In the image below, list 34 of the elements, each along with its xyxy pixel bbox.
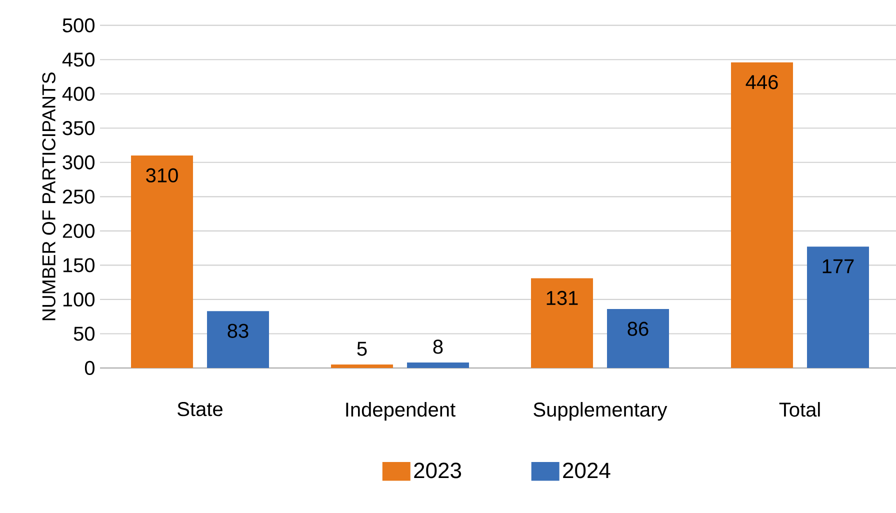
bar [131,156,194,368]
bar [331,364,394,368]
data-label: 8 [433,340,443,354]
data-label: 177 [822,259,854,274]
bar [207,311,270,368]
y-tick-label: 150 [63,258,94,272]
data-label: 131 [546,290,578,306]
bar [607,309,670,368]
y-tick-label: 100 [63,292,94,307]
bar [731,62,793,368]
data-label: 5 [357,342,367,356]
x-tick-label: State [178,402,222,416]
legend-label: 2024 [563,462,610,478]
x-tick-label: Supplementary [534,402,668,421]
y-tick-label: 0 [84,360,95,376]
y-axis-title: NUMBER OF PARTICIPANTS [42,72,56,320]
data-label: 86 [628,322,648,336]
y-tick-label: 250 [62,190,94,204]
y-tick-label: 300 [62,155,94,170]
x-tick-label: Total [779,402,820,417]
legend-label: 2023 [414,462,462,478]
bar [407,362,470,368]
y-tick-label: 400 [62,86,94,101]
y-tick-label: 450 [62,52,94,67]
bar [807,246,869,368]
y-tick-label: 350 [62,121,94,136]
bar [531,278,594,368]
y-tick-label: 500 [62,18,94,32]
y-tick-label: 50 [74,326,94,341]
data-label: 446 [746,75,778,90]
data-label: 83 [228,324,248,338]
y-tick-label: 200 [62,224,94,238]
x-tick-label: Independent [346,402,456,421]
data-label: 310 [146,168,178,182]
